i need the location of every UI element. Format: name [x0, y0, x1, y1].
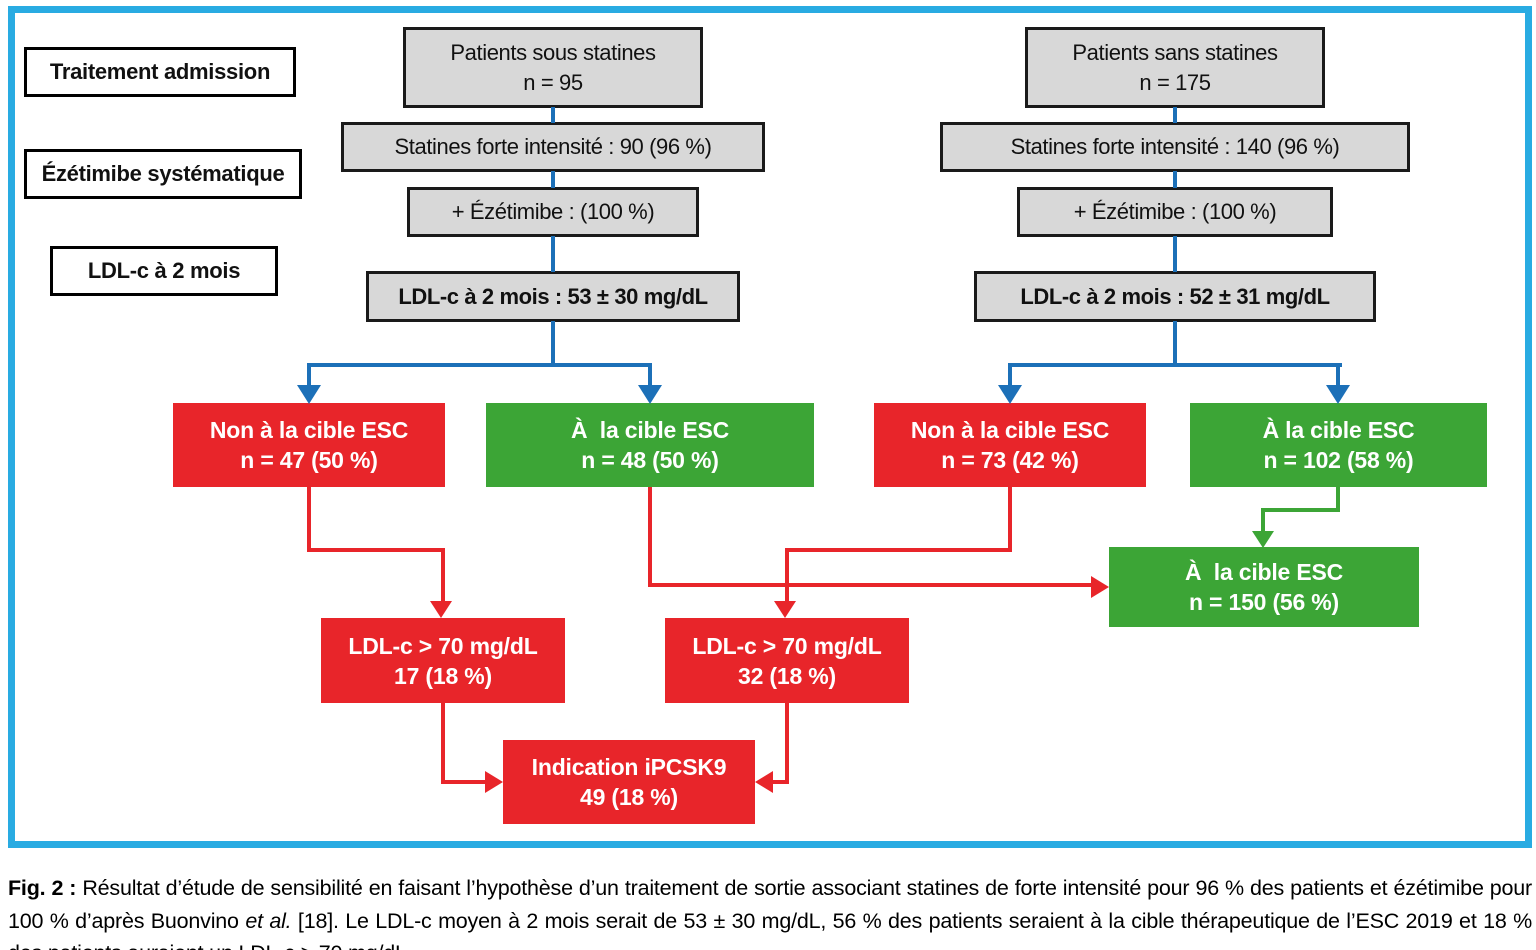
connector-line: [1008, 363, 1342, 367]
box-ldl-2-mois-col2: LDL-c à 2 mois : 52 ± 31 mg/dL: [974, 271, 1376, 322]
box-line1: Indication iPCSK9: [531, 754, 727, 780]
box-line2: 17 (18 %): [394, 662, 492, 689]
caption-text-2: [18]. Le LDL-c moyen à 2 mois serait de …: [8, 908, 1532, 950]
connector-line: [551, 107, 555, 123]
box-line2: n = 150 (56 %): [1189, 589, 1339, 615]
caption-et-al: et al.: [245, 908, 292, 933]
box-text: + Ézétimibe : (100 %): [451, 199, 655, 224]
connector-line: [551, 321, 555, 367]
box-text: + Ézétimibe : (100 %): [1073, 199, 1277, 224]
arrowhead-right-icon: [1091, 576, 1109, 598]
connector-line: [1008, 487, 1012, 552]
figure-caption: Fig. 2 : Résultat d’étude de sensibilité…: [8, 872, 1532, 950]
connector-line: [648, 583, 1091, 587]
box-ezetimibe-col1: + Ézétimibe : (100 %): [407, 187, 699, 237]
box-a-la-cible-esc-combine: À la cible ESC n = 150 (56 %): [1109, 547, 1419, 627]
box-text: LDL-c à 2 mois : 53 ± 30 mg/dL: [398, 283, 708, 309]
box-line2: n = 73 (42 %): [941, 447, 1079, 473]
connector-line: [1173, 171, 1177, 188]
label-traitement-admission: Traitement admission: [24, 47, 296, 97]
box-line2: n = 47 (50 %): [240, 447, 378, 473]
connector-line: [307, 487, 311, 552]
box-line2: n = 95: [523, 69, 583, 95]
caption-prefix: Fig. 2 :: [8, 876, 77, 900]
label-text: Traitement admission: [49, 59, 271, 84]
box-statines-forte-intensite-col1: Statines forte intensité : 90 (96 %): [341, 122, 765, 172]
connector-line: [307, 548, 445, 552]
label-ezetimibe-systematique: Ézétimibe systématique: [24, 149, 302, 199]
connector-line: [1261, 508, 1340, 512]
box-line1: LDL-c > 70 mg/dL: [348, 632, 538, 659]
box-line2: 32 (18 %): [738, 662, 836, 689]
arrowhead-down-icon: [430, 601, 452, 618]
connector-line: [551, 236, 555, 272]
box-text: LDL-c à 2 mois : 52 ± 31 mg/dL: [1020, 283, 1330, 309]
caption-text-1: Résultat d’étude de sensibilité en faisa…: [8, 876, 1532, 933]
box-ldl-2-mois-col1: LDL-c à 2 mois : 53 ± 30 mg/dL: [366, 271, 740, 322]
box-text: Statines forte intensité : 140 (96 %): [1010, 134, 1340, 159]
box-non-cible-esc-col2: Non à la cible ESC n = 73 (42 %): [874, 403, 1146, 487]
figure-frame: [8, 6, 1532, 848]
connector-line: [1173, 107, 1177, 123]
label-text: Ézétimibe systématique: [41, 161, 285, 186]
connector-line: [785, 548, 789, 602]
connector-line: [785, 703, 789, 784]
box-line1: À la cible ESC: [1262, 417, 1415, 443]
connector-line: [648, 363, 652, 387]
connector-line: [1336, 487, 1340, 512]
box-line2: n = 102 (58 %): [1263, 447, 1414, 473]
box-line1: Non à la cible ESC: [209, 417, 409, 443]
box-patients-sous-statines: Patients sous statines n = 95: [403, 27, 703, 108]
connector-line: [441, 548, 445, 602]
connector-line: [307, 363, 652, 367]
connector-line: [551, 171, 555, 188]
box-line2: n = 175: [1139, 69, 1211, 95]
box-line1: LDL-c > 70 mg/dL: [692, 632, 882, 659]
connector-line: [1336, 363, 1340, 387]
connector-line: [441, 780, 487, 784]
label-text: LDL-c à 2 mois: [87, 258, 241, 283]
connector-line: [648, 487, 652, 587]
arrowhead-left-icon: [755, 771, 773, 793]
connector-line: [1173, 321, 1177, 367]
arrowhead-down-icon: [1326, 385, 1350, 404]
box-a-la-cible-esc-col2: À la cible ESC n = 102 (58 %): [1190, 403, 1487, 487]
arrowhead-down-icon: [1252, 531, 1274, 548]
box-patients-sans-statines: Patients sans statines n = 175: [1025, 27, 1325, 108]
connector-line: [307, 363, 311, 387]
box-line1: À la cible ESC: [570, 417, 730, 443]
box-a-la-cible-esc-col1: À la cible ESC n = 48 (50 %): [486, 403, 814, 487]
connector-line: [1173, 236, 1177, 272]
connector-line: [1008, 363, 1012, 387]
box-line1: Patients sous statines: [450, 39, 656, 65]
box-text: Statines forte intensité : 90 (96 %): [394, 134, 712, 159]
arrowhead-down-icon: [998, 385, 1022, 404]
arrowhead-down-icon: [638, 385, 662, 404]
arrowhead-down-icon: [297, 385, 321, 404]
box-ldl-sup-70-col1: LDL-c > 70 mg/dL 17 (18 %): [321, 618, 565, 703]
box-non-cible-esc-col1: Non à la cible ESC n = 47 (50 %): [173, 403, 445, 487]
connector-line: [441, 703, 445, 784]
box-ezetimibe-col2: + Ézétimibe : (100 %): [1017, 187, 1333, 237]
connector-line: [1261, 508, 1265, 533]
box-line1: À la cible ESC: [1184, 559, 1344, 585]
box-line2: n = 48 (50 %): [581, 447, 719, 473]
box-statines-forte-intensite-col2: Statines forte intensité : 140 (96 %): [940, 122, 1410, 172]
connector-line: [785, 548, 1012, 552]
box-line1: Non à la cible ESC: [910, 417, 1110, 443]
box-indication-ipcsk9: Indication iPCSK9 49 (18 %): [503, 740, 755, 824]
arrowhead-right-icon: [485, 771, 503, 793]
box-line2: 49 (18 %): [580, 784, 678, 810]
box-line1: Patients sans statines: [1072, 39, 1278, 65]
label-ldl-2-mois: LDL-c à 2 mois: [50, 246, 278, 296]
connector-line: [771, 780, 789, 784]
box-ldl-sup-70-col2: LDL-c > 70 mg/dL 32 (18 %): [665, 618, 909, 703]
arrowhead-down-icon: [774, 601, 796, 618]
